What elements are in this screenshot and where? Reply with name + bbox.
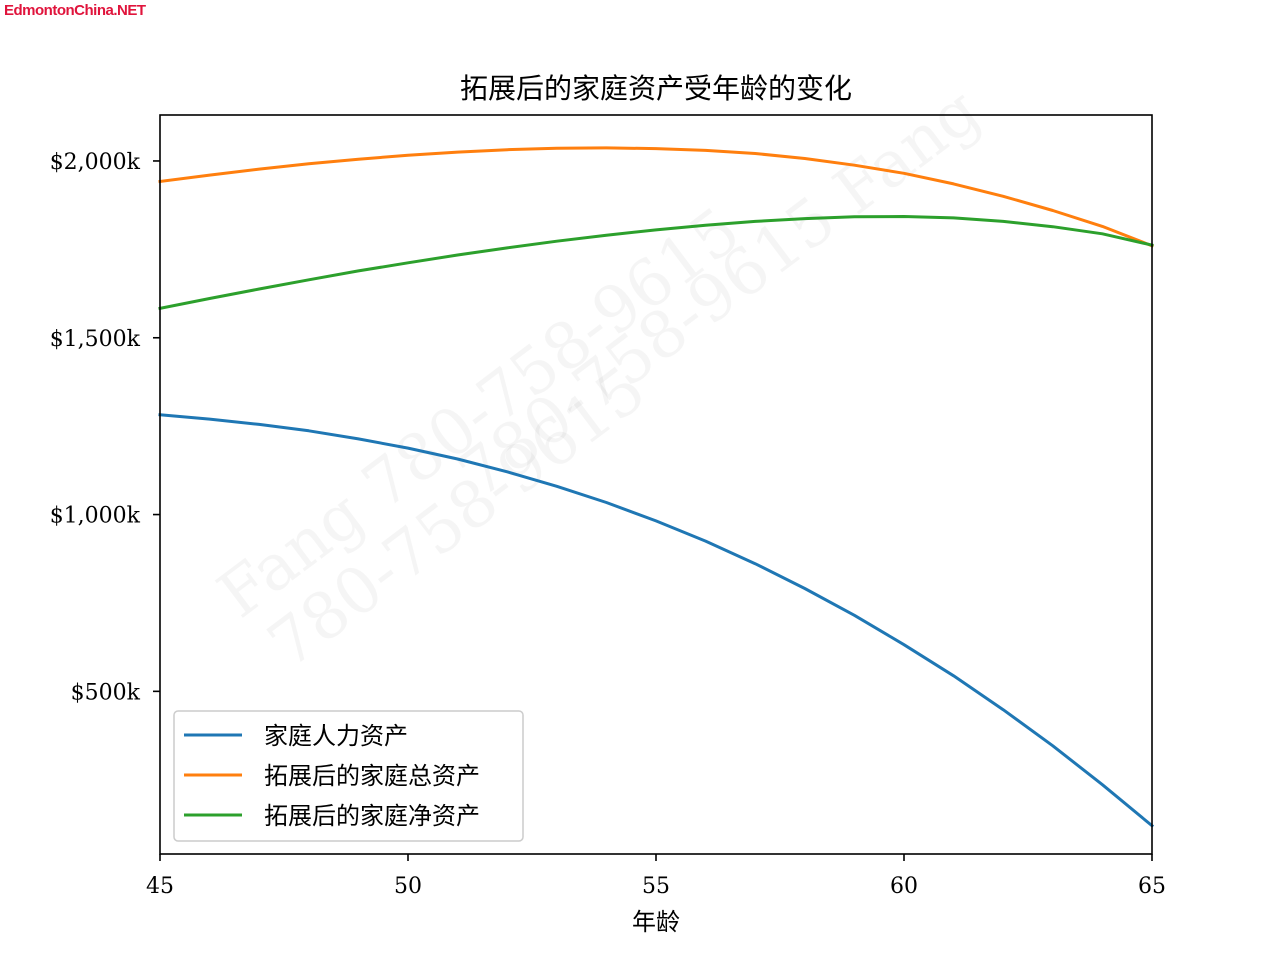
x-axis-label: 年龄 xyxy=(632,908,680,936)
legend-label-3: 拓展后的家庭净资产 xyxy=(264,802,480,830)
series-layer xyxy=(158,146,1155,828)
legend-box xyxy=(173,710,524,842)
x-axis: 45 50 55 60 65 xyxy=(146,854,1166,899)
series-line-1 xyxy=(158,413,1155,828)
x-tick-label: 60 xyxy=(890,874,918,899)
x-tick-label: 50 xyxy=(394,874,422,899)
y-tick-label: $1,000k xyxy=(50,504,141,529)
y-axis: $500k $1,000k $1,500k $2,000k xyxy=(50,150,160,705)
series-line-3 xyxy=(158,215,1154,311)
x-tick-label: 65 xyxy=(1138,874,1166,899)
legend-label-1: 家庭人力资产 xyxy=(264,722,408,750)
y-tick-label: $500k xyxy=(71,680,141,705)
watermark-line-2: Fang 780-758-9615 xyxy=(205,194,754,633)
chart-title: 拓展后的家庭资产受年龄的变化 xyxy=(460,72,852,105)
x-tick-label: 45 xyxy=(146,874,174,899)
y-tick-label: $1,500k xyxy=(50,327,141,352)
site-logo: EdmontonChina.NET xyxy=(4,2,146,19)
y-tick-label: $2,000k xyxy=(50,150,141,175)
watermark: 780-758-9615 Fang Fang 780-758-9615 780-… xyxy=(205,74,994,683)
series-line-2 xyxy=(158,146,1154,248)
x-tick-label: 55 xyxy=(642,874,670,899)
legend-label-2: 拓展后的家庭总资产 xyxy=(264,762,480,790)
